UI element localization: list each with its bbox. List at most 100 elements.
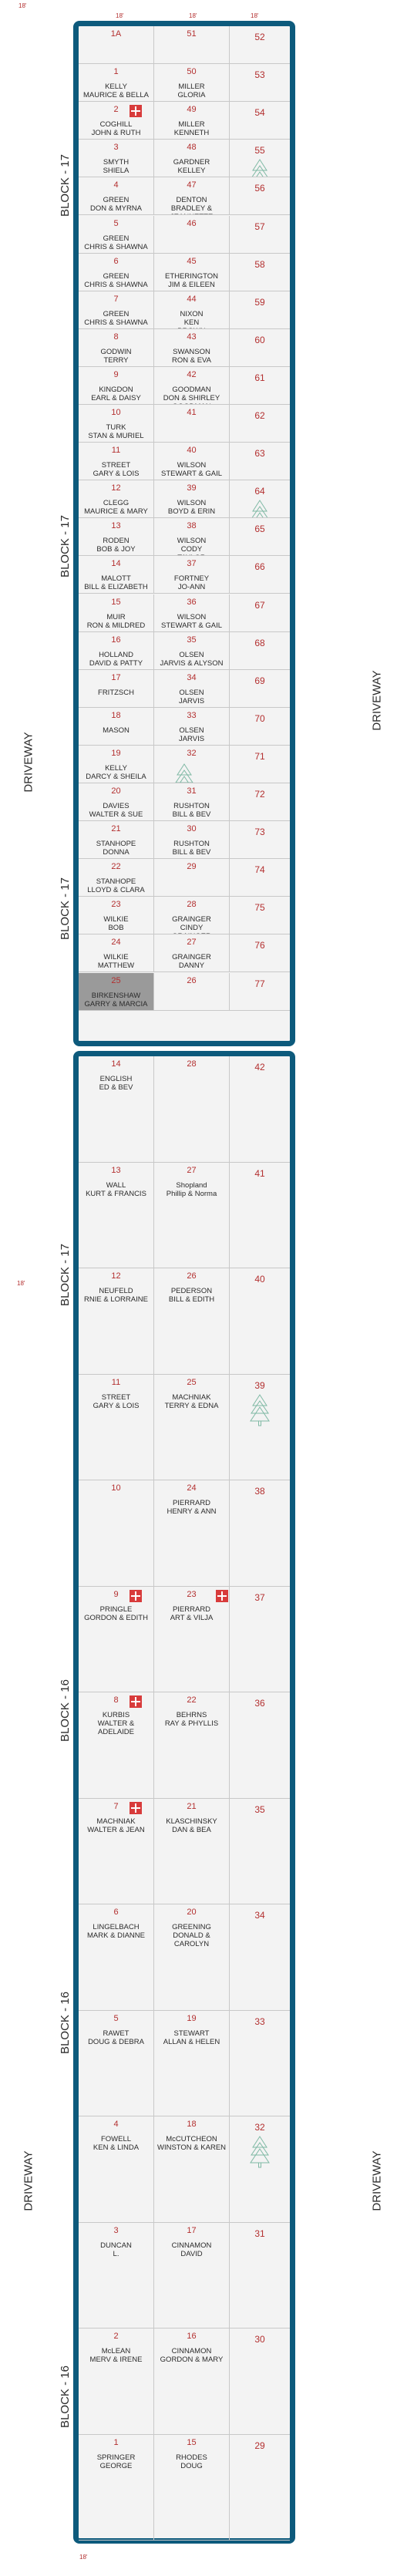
- lot-cell[interactable]: 27 GRAINGER DANNY: [154, 934, 230, 972]
- lot-cell[interactable]: 74: [230, 859, 290, 896]
- lot-cell[interactable]: 17 FRITZSCH: [79, 669, 154, 707]
- lot-cell[interactable]: 9 PRINGLE GORDON & EDITH: [79, 1586, 154, 1692]
- lot-cell[interactable]: 20 GREENING DONALD & CAROLYN: [154, 1904, 230, 2010]
- lot-cell[interactable]: 27 Shopland Phillip & Norma: [154, 1162, 230, 1268]
- lot-cell[interactable]: 76: [230, 934, 290, 971]
- lot-cell[interactable]: 14 ENGLISH ED & BEV: [79, 1056, 154, 1162]
- lot-cell[interactable]: 65: [230, 518, 290, 555]
- lot-cell[interactable]: 26: [154, 972, 230, 1010]
- lot-cell[interactable]: 12 CLEGG MAURICE & MARY: [79, 480, 154, 518]
- lot-cell[interactable]: 63: [230, 443, 290, 480]
- lot-cell[interactable]: 4 GREEN DON & MYRNA: [79, 177, 154, 215]
- lot-cell[interactable]: 29: [154, 859, 230, 897]
- lot-cell[interactable]: 34 OLSEN JARVIS: [154, 669, 230, 707]
- lot-cell[interactable]: 21 KLASCHINSKY DAN & BEA: [154, 1798, 230, 1904]
- lot-cell[interactable]: 23 PIERRARD ART & VILJA: [154, 1586, 230, 1692]
- lot-cell[interactable]: 77: [230, 973, 290, 1010]
- lot-cell[interactable]: 52: [230, 26, 290, 63]
- lot-cell[interactable]: 59: [230, 291, 290, 328]
- lot-cell[interactable]: 23 WILKIE BOB: [79, 897, 154, 934]
- lot-cell[interactable]: 37 FORTNEY JO-ANN: [154, 556, 230, 594]
- lot-cell[interactable]: 60: [230, 329, 290, 366]
- lot-cell[interactable]: 19 STEWART ALLAN & HELEN: [154, 2010, 230, 2116]
- lot-cell[interactable]: 4 FOWELL KEN & LINDA: [79, 2116, 154, 2222]
- lot-cell[interactable]: 20 DAVIES WALTER & SUE: [79, 783, 154, 821]
- lot-cell[interactable]: 17 CINNAMON DAVID: [154, 2222, 230, 2328]
- lot-cell[interactable]: 15 MUIR RON & MILDRED: [79, 594, 154, 631]
- lot-cell[interactable]: 70: [230, 708, 290, 745]
- lot-cell[interactable]: 36: [230, 1692, 290, 1798]
- lot-cell[interactable]: 61: [230, 367, 290, 404]
- lot-cell[interactable]: 50 MILLER GLORIA: [154, 64, 230, 102]
- lot-cell[interactable]: 28: [154, 1056, 230, 1162]
- lot-cell[interactable]: 8 KURBIS WALTER & ADELAIDE: [79, 1692, 154, 1798]
- lot-cell[interactable]: 38WILSONCODYTAYLORCHAD: [154, 518, 230, 556]
- lot-cell[interactable]: 18 MASON: [79, 707, 154, 745]
- lot-cell[interactable]: 16 HOLLAND DAVID & PATTY: [79, 631, 154, 669]
- lot-cell[interactable]: 39 WILSON BOYD & ERIN: [154, 480, 230, 518]
- lot-cell[interactable]: 15 RHODES DOUG: [154, 2434, 230, 2540]
- lot-cell[interactable]: 34: [230, 1904, 290, 2010]
- lot-cell[interactable]: 2 COGHILL JOHN & RUTH: [79, 102, 154, 140]
- lot-cell[interactable]: 25 BIRKENSHAW GARRY & MARCIA: [79, 972, 154, 1010]
- lot-cell[interactable]: 8 GODWIN TERRY: [79, 328, 154, 366]
- lot-cell[interactable]: 51: [154, 26, 230, 64]
- lot-cell[interactable]: 56: [230, 177, 290, 214]
- lot-cell[interactable]: 9 KINGDON EARL & DAISY: [79, 366, 154, 404]
- lot-cell[interactable]: 7 MACHNIAK WALTER & JEAN: [79, 1798, 154, 1904]
- lot-cell[interactable]: 72: [230, 783, 290, 820]
- lot-cell[interactable]: 18 McCUTCHEON WINSTON & KAREN: [154, 2116, 230, 2222]
- lot-cell[interactable]: 30 RUSHTON BILL & BEV: [154, 821, 230, 859]
- lot-cell[interactable]: 64: [230, 480, 290, 518]
- lot-cell[interactable]: 32: [154, 745, 230, 783]
- lot-cell[interactable]: 32: [230, 2116, 290, 2222]
- lot-cell[interactable]: 16 CINNAMON GORDON & MARY: [154, 2329, 230, 2434]
- lot-cell[interactable]: 71: [230, 746, 290, 783]
- lot-cell[interactable]: 46: [154, 215, 230, 253]
- lot-cell[interactable]: 3 DUNCAN L.: [79, 2222, 154, 2328]
- lot-cell[interactable]: 24 WILKIE MATTHEW: [79, 934, 154, 972]
- lot-cell[interactable]: 1 KELLY MAURICE & BELLA: [79, 64, 154, 102]
- lot-cell[interactable]: 37: [230, 1587, 290, 1692]
- lot-cell[interactable]: 36 WILSON STEWART & GAIL: [154, 594, 230, 631]
- lot-cell[interactable]: 26 PEDERSON BILL & EDITH: [154, 1268, 230, 1374]
- lot-cell[interactable]: 58: [230, 254, 290, 291]
- lot-cell[interactable]: 25 MACHNIAK TERRY & EDNA: [154, 1374, 230, 1480]
- lot-cell[interactable]: 1A: [79, 26, 154, 64]
- lot-cell[interactable]: 57: [230, 216, 290, 253]
- lot-cell[interactable]: 28GRAINGERCINDYGRAINGERRILEY: [154, 897, 230, 934]
- lot-cell[interactable]: 22 BEHRNS RAY & PHYLLIS: [154, 1692, 230, 1798]
- lot-cell[interactable]: 40 WILSON STEWART & GAIL: [154, 443, 230, 480]
- lot-cell[interactable]: 44NIXONKENBROWNGLENDA: [154, 291, 230, 328]
- lot-cell[interactable]: 12 NEUFELD RNIE & LORRAINE: [79, 1268, 154, 1374]
- lot-cell[interactable]: 31: [230, 2223, 290, 2329]
- lot-cell[interactable]: 53: [230, 64, 290, 101]
- lot-cell[interactable]: 5 RAWET DOUG & DEBRA: [79, 2010, 154, 2116]
- lot-cell[interactable]: 39: [230, 1375, 290, 1480]
- lot-cell[interactable]: 73: [230, 821, 290, 858]
- lot-cell[interactable]: 21 STANHOPE DONNA: [79, 821, 154, 859]
- lot-cell[interactable]: 43 SWANSON RON & EVA: [154, 328, 230, 366]
- lot-cell[interactable]: 35: [230, 1799, 290, 1904]
- lot-cell[interactable]: 42: [230, 1056, 290, 1162]
- lot-cell[interactable]: 69: [230, 670, 290, 707]
- lot-cell[interactable]: 1 SPRINGER GEORGE: [79, 2434, 154, 2540]
- lot-cell[interactable]: 62: [230, 405, 290, 442]
- lot-cell[interactable]: 13 RODEN BOB & JOY: [79, 518, 154, 556]
- lot-cell[interactable]: 10 TURK STAN & MURIEL: [79, 405, 154, 443]
- lot-cell[interactable]: 67: [230, 594, 290, 631]
- lot-cell[interactable]: 30: [230, 2329, 290, 2434]
- lot-cell[interactable]: 68: [230, 632, 290, 669]
- lot-cell[interactable]: 2 McLEAN MERV & IRENE: [79, 2329, 154, 2434]
- lot-cell[interactable]: 3 SMYTH SHIELA: [79, 140, 154, 177]
- lot-cell[interactable]: 11 STREET GARY & LOIS: [79, 1374, 154, 1480]
- lot-cell[interactable]: 41: [154, 405, 230, 443]
- lot-cell[interactable]: 35 OLSEN JARVIS & ALYSON: [154, 631, 230, 669]
- lot-cell[interactable]: 5 GREEN CHRIS & SHAWNA: [79, 215, 154, 253]
- lot-cell[interactable]: 33 OLSEN JARVIS: [154, 707, 230, 745]
- lot-cell[interactable]: 75: [230, 897, 290, 934]
- lot-cell[interactable]: 38: [230, 1480, 290, 1586]
- lot-cell[interactable]: 6 GREEN CHRIS & SHAWNA: [79, 253, 154, 291]
